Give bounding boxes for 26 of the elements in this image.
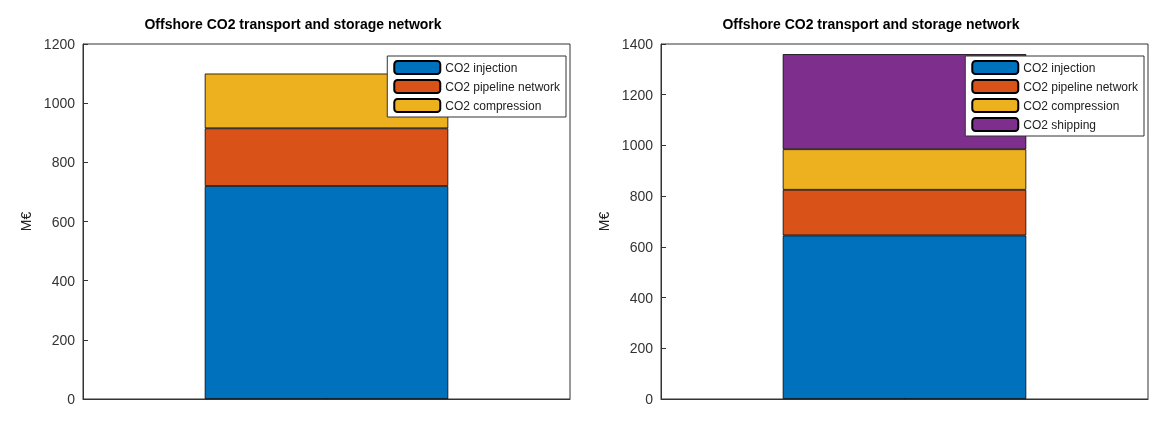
y-tick-label: 400 [51, 272, 76, 289]
chart-title: Offshore CO2 transport and storage network [722, 16, 1020, 32]
y-tick-label: 1200 [43, 36, 76, 52]
y-tick-label: 1200 [621, 86, 654, 103]
chart-title: Offshore CO2 transport and storage network [144, 16, 442, 32]
y-tick-label: 800 [629, 188, 654, 205]
y-tick-label: 0 [645, 391, 654, 407]
y-tick-label: 1000 [621, 137, 654, 154]
legend-label: CO2 injection [445, 60, 518, 75]
legend-label: CO2 compression [1023, 98, 1120, 113]
y-tick-label: 400 [629, 289, 654, 306]
y-tick-label: 200 [51, 331, 76, 348]
legend-label: CO2 compression [445, 98, 542, 113]
legend-label: CO2 shipping [1023, 117, 1096, 132]
y-tick-label: 200 [629, 340, 654, 357]
y-tick-label: 800 [51, 154, 76, 171]
y-tick-label: 600 [629, 238, 654, 255]
y-tick-label: 600 [51, 213, 76, 230]
y-tick-label: 1400 [621, 36, 654, 52]
y-tick-label: 0 [67, 391, 76, 407]
legend-label: CO2 pipeline network [1023, 79, 1139, 94]
y-axis-title: M€ [17, 211, 34, 232]
legend-label: CO2 injection [1023, 60, 1096, 75]
legend-label: CO2 pipeline network [445, 79, 561, 94]
y-axis-title: M€ [595, 211, 612, 232]
y-tick-label: 1000 [43, 95, 76, 112]
